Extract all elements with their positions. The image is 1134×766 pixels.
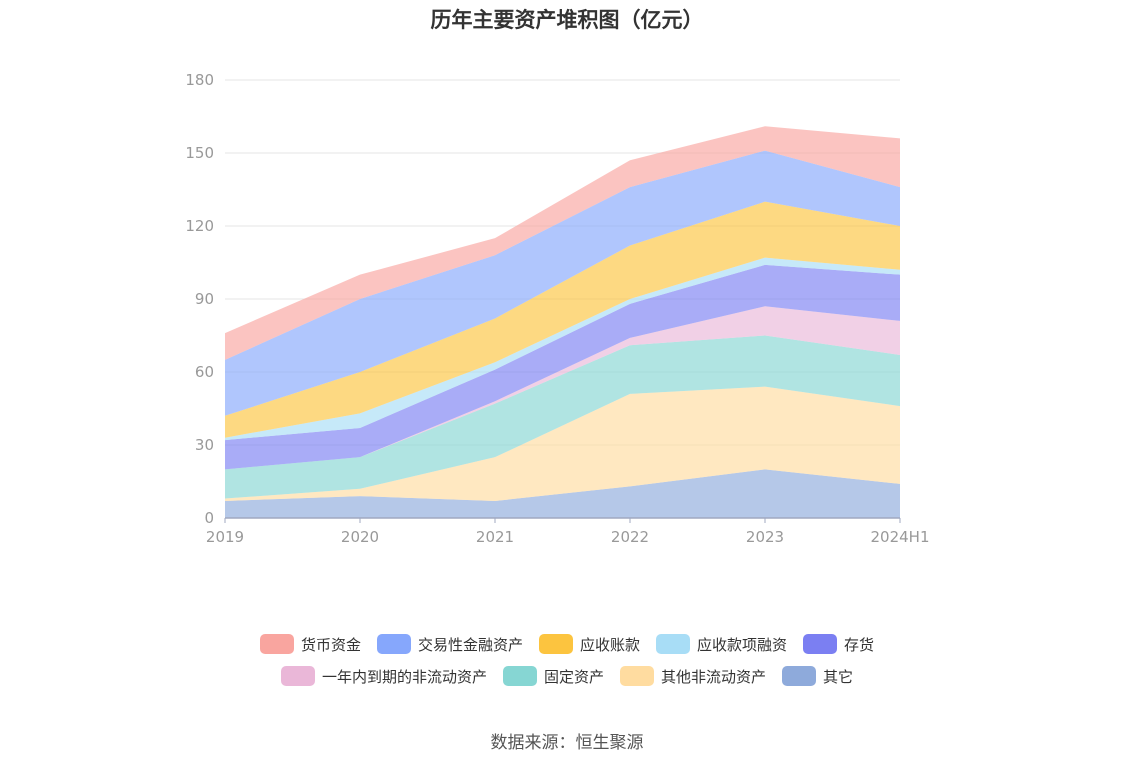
legend: 货币资金 交易性金融资产 应收账款 应收款项融资 存货一年内到期的非流动资产 固定资产 其他… <box>0 628 1134 692</box>
legend-item[interactable]: 一年内到期的非流动资产 <box>280 666 487 687</box>
x-tick-label: 2020 <box>341 528 379 546</box>
legend-item[interactable]: 应收账款 <box>538 634 640 655</box>
legend-label: 货币资金 <box>300 635 361 654</box>
y-tick-label: 180 <box>185 71 214 89</box>
x-tick-label: 2019 <box>206 528 244 546</box>
area-series[interactable] <box>225 264 900 470</box>
y-tick-label: 0 <box>204 509 214 527</box>
legend-label: 存货 <box>844 635 875 654</box>
legend-swatch <box>280 666 315 686</box>
legend-label: 应收款项融资 <box>697 635 788 654</box>
legend-swatch <box>259 634 294 654</box>
x-tick-label: 2022 <box>611 528 649 546</box>
x-tick-label: 2023 <box>746 528 784 546</box>
legend-swatch <box>538 634 573 654</box>
y-tick-label: 30 <box>195 436 214 454</box>
legend-item[interactable]: 货币资金 <box>259 634 361 655</box>
area-series[interactable] <box>225 469 900 518</box>
legend-label: 一年内到期的非流动资产 <box>321 667 487 686</box>
legend-item[interactable]: 固定资产 <box>502 666 604 687</box>
x-tick-label: 2024H1 <box>871 528 930 546</box>
legend-swatch <box>376 634 411 654</box>
y-tick-label: 150 <box>185 144 214 162</box>
legend-swatch <box>656 634 690 654</box>
axis-layer: 0 30 60 90 120 150 180 2019 2020 2021 2022 2023 2024… <box>185 71 929 546</box>
legend-label: 其他非流动资产 <box>661 667 767 686</box>
area-series[interactable] <box>225 201 900 438</box>
stacked-area-chart: 0 30 60 90 120 150 180 2019 2020 2021 2022 2023 2024… <box>185 71 929 546</box>
legend-label: 固定资产 <box>543 667 604 686</box>
legend-item[interactable]: 存货 <box>803 634 874 655</box>
legend-row: 货币资金 交易性金融资产 应收账款 应收款项融资 存货 <box>0 628 1134 660</box>
area-series[interactable] <box>225 386 900 501</box>
legend-label: 其它 <box>823 667 854 686</box>
y-tick-label: 60 <box>195 363 214 381</box>
legend-swatch <box>803 634 838 654</box>
legend-swatch <box>782 666 817 686</box>
x-tick-label: 2021 <box>476 528 514 546</box>
legend-item[interactable]: 其它 <box>782 666 853 687</box>
area-layer <box>225 126 900 518</box>
legend-label: 应收账款 <box>579 635 640 654</box>
legend-item[interactable]: 交易性金融资产 <box>376 634 523 655</box>
area-series[interactable] <box>225 335 900 499</box>
area-series[interactable] <box>225 306 900 470</box>
legend-swatch <box>620 666 654 686</box>
chart-title: 历年主要资产堆积图（亿元） <box>430 8 704 32</box>
legend-row: 一年内到期的非流动资产 固定资产 其他非流动资产 其它 <box>0 660 1134 692</box>
area-series[interactable] <box>225 150 900 416</box>
y-tick-label: 90 <box>195 290 214 308</box>
area-series[interactable] <box>225 126 900 360</box>
legend-item[interactable]: 应收款项融资 <box>656 634 787 655</box>
legend-item[interactable]: 其他非流动资产 <box>620 666 766 687</box>
y-tick-label: 120 <box>185 217 214 235</box>
legend-label: 交易性金融资产 <box>417 635 523 654</box>
legend-swatch <box>502 666 537 686</box>
data-source: 数据来源：恒生聚源 <box>490 733 644 753</box>
